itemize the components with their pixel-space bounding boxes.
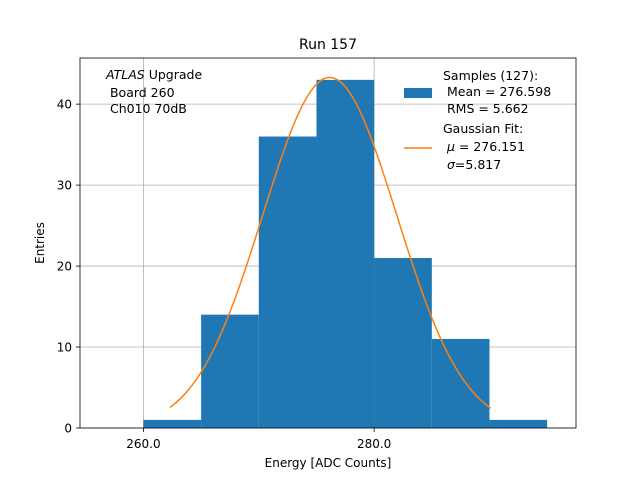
- sigma-value: =5.817: [455, 157, 501, 172]
- annotation-line-2: Board 260: [106, 85, 175, 100]
- legend-samples-line-3: RMS = 5.662: [443, 101, 529, 116]
- legend-fit-line-1: Gaussian Fit:: [443, 121, 523, 136]
- annotation-experiment: ATLAS: [105, 67, 145, 82]
- y-tick-label-1: 10: [57, 341, 72, 355]
- y-tick-label-4: 40: [57, 98, 72, 112]
- x-axis-ticks: 260.0 280.0: [126, 428, 391, 451]
- histogram-bar-5: [431, 338, 490, 428]
- histogram-bar-2: [258, 136, 317, 428]
- annotation-line-3: Ch010 70dB: [106, 101, 187, 116]
- histogram-bars: [143, 79, 548, 428]
- legend-samples-line-2: Mean = 276.598: [443, 84, 551, 99]
- mu-value: = 276.151: [455, 139, 525, 154]
- atlas-annotation: ATLAS Upgrade Board 260 Ch010 70dB: [105, 67, 202, 116]
- legend-fit-sigma: σ=5.817: [443, 157, 501, 172]
- histogram-bar-3: [316, 79, 375, 428]
- legend: Samples (127): Mean = 276.598 RMS = 5.66…: [404, 68, 551, 172]
- histogram-bar-4: [374, 257, 432, 428]
- histogram-bar-6: [489, 419, 548, 428]
- annotation-upgrade: Upgrade: [145, 67, 203, 82]
- y-tick-label-3: 30: [57, 179, 72, 193]
- legend-samples-swatch: [404, 88, 432, 98]
- annotation-line-1: ATLAS Upgrade: [105, 67, 202, 82]
- legend-samples-line-1: Samples (127):: [443, 68, 538, 83]
- y-axis-label: Entries: [33, 222, 47, 264]
- sigma-symbol: σ: [447, 157, 456, 172]
- mu-symbol: μ: [446, 139, 455, 154]
- x-tick-label-0: 260.0: [126, 437, 160, 451]
- legend-fit-mu: μ = 276.151: [443, 139, 525, 154]
- histogram-bar-0: [143, 419, 202, 428]
- y-tick-label-0: 0: [64, 422, 72, 436]
- histogram-bar-1: [201, 314, 259, 428]
- x-axis-label: Energy [ADC Counts]: [265, 456, 392, 470]
- x-tick-label-1: 280.0: [357, 437, 391, 451]
- chart-title: Run 157: [299, 37, 357, 53]
- y-tick-label-2: 20: [57, 260, 72, 274]
- y-axis-ticks: 0 10 20 30 40: [57, 98, 80, 436]
- gaussian-fit-curve: [169, 76, 492, 409]
- plot-frame: [79, 57, 577, 429]
